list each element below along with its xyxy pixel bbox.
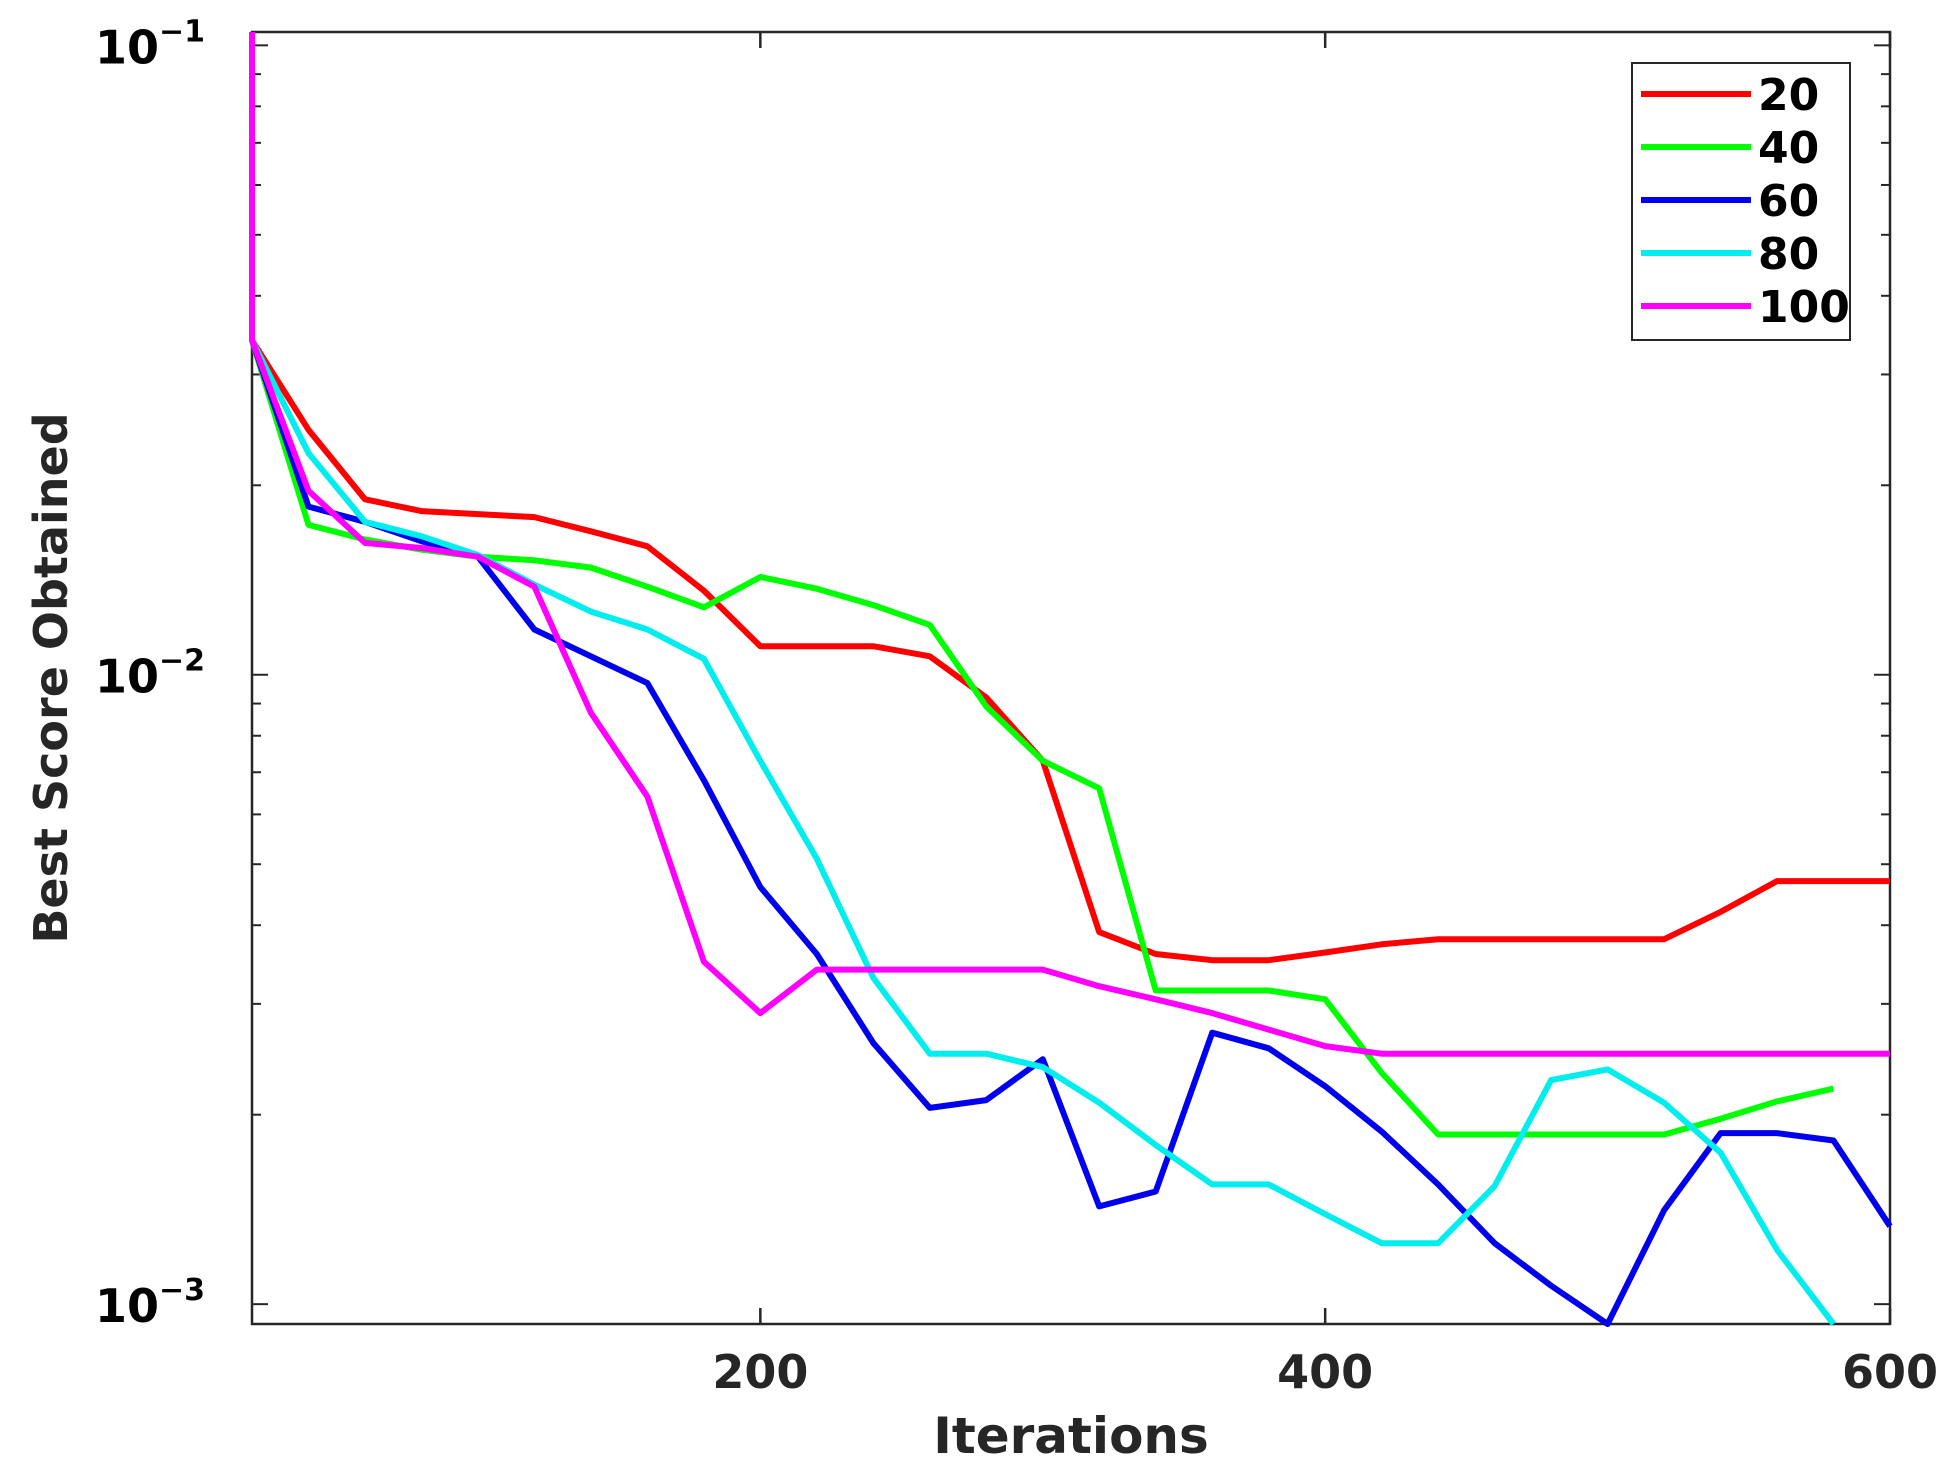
series-lines: [249, 32, 1893, 1327]
legend-label: 20: [1758, 70, 1819, 121]
y-tick-label: 10−3: [95, 1273, 205, 1333]
legend-label: 100: [1758, 282, 1850, 333]
tick-labels: 200 400 600 10−1 10−2 10−3: [95, 14, 1938, 1399]
y-tick-label: 10−1: [95, 14, 205, 74]
series-line-20: [249, 338, 1890, 964]
series-line-100: [249, 32, 1890, 1057]
legend-label: 40: [1758, 123, 1819, 174]
series-line-40: [249, 339, 1835, 1138]
legend-label: 60: [1758, 176, 1819, 227]
x-tick-label: 400: [1277, 1345, 1373, 1399]
axis-ticks: [252, 32, 1892, 1324]
x-tick-label: 600: [1842, 1345, 1938, 1399]
series-line-60: [249, 339, 1893, 1327]
y-tick-label: 10−2: [95, 644, 205, 704]
plot-area: [250, 30, 1892, 1326]
legend-label: 80: [1758, 229, 1819, 280]
x-tick-label: 200: [712, 1345, 808, 1399]
y-axis-label: Best Score Obtained: [24, 412, 78, 943]
x-axis-label: Iterations: [933, 1407, 1209, 1465]
